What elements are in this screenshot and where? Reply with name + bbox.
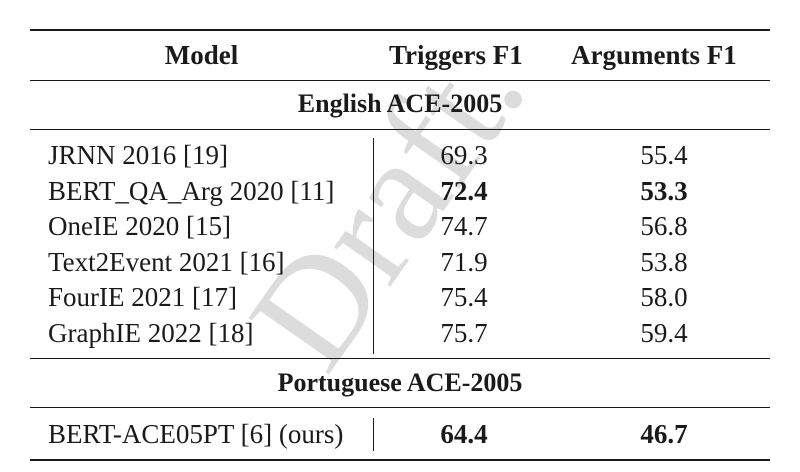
section-title-portuguese: Portuguese ACE-2005 xyxy=(277,368,523,397)
row-model: BERT-ACE05PT [6] (ours) xyxy=(48,419,344,449)
section-title-english: English ACE-2005 xyxy=(297,89,503,118)
row-model: GraphIE 2022 [18] xyxy=(48,318,254,348)
row-triggers: 75.4 xyxy=(440,282,488,312)
row-arguments: 53.3 xyxy=(640,176,688,206)
bottom-rule xyxy=(30,459,770,461)
column-separator-portuguese xyxy=(373,418,374,451)
row-arguments: 55.4 xyxy=(640,140,688,170)
row-triggers: 69.3 xyxy=(440,140,488,170)
row-arguments: 53.8 xyxy=(640,247,688,277)
row-model: FourIE 2021 [17] xyxy=(48,282,237,312)
row-model: JRNN 2016 [19] xyxy=(48,140,228,170)
header-model: Model xyxy=(164,40,239,70)
row-model: Text2Event 2021 [16] xyxy=(48,247,285,277)
section-english-rule xyxy=(30,129,770,130)
row-arguments: 58.0 xyxy=(640,282,688,312)
row-arguments: 56.8 xyxy=(640,211,688,241)
row-triggers: 72.4 xyxy=(440,176,488,206)
row-arguments: 59.4 xyxy=(640,318,688,348)
row-arguments: 46.7 xyxy=(640,419,688,449)
top-rule xyxy=(30,29,770,31)
row-triggers: 64.4 xyxy=(440,419,488,449)
column-separator-english xyxy=(373,138,374,354)
section-portuguese-rule xyxy=(30,407,770,408)
header-triggers-f1: Triggers F1 xyxy=(389,40,523,70)
row-triggers: 74.7 xyxy=(440,211,488,241)
row-triggers: 71.9 xyxy=(440,247,488,277)
header-rule xyxy=(30,80,770,81)
row-model: OneIE 2020 [15] xyxy=(48,211,231,241)
row-triggers: 75.7 xyxy=(440,318,488,348)
section-english-end-rule xyxy=(30,358,770,359)
row-model: BERT_QA_Arg 2020 [11] xyxy=(48,176,335,206)
header-arguments-f1: Arguments F1 xyxy=(571,40,737,70)
